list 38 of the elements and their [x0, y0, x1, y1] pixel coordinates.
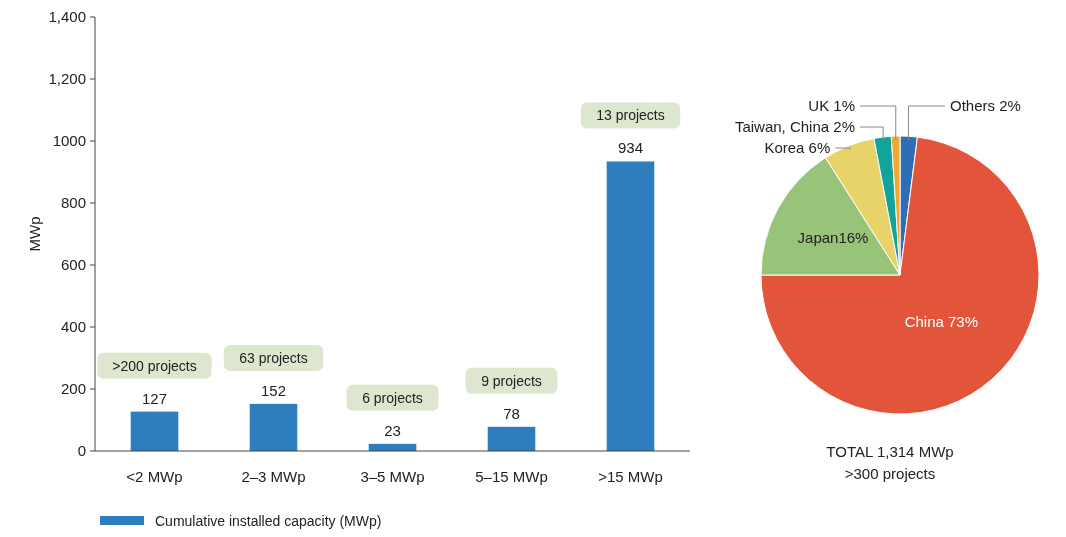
y-tick-label: 400: [60, 318, 86, 335]
y-tick-label: 1,400: [48, 8, 86, 25]
slice-label: Japan16%: [797, 229, 869, 247]
annotation: >200 projects: [112, 357, 197, 374]
data-label: 78: [503, 404, 520, 422]
bar: [487, 426, 536, 451]
y-tick-label: 800: [60, 194, 86, 211]
bar: [606, 161, 655, 451]
y-axis-title: MWp: [26, 216, 43, 252]
y-tick-label: 1,200: [48, 70, 86, 87]
x-tick-label: >15 MWp: [598, 468, 663, 485]
slice-label: UK 1%: [808, 97, 855, 114]
data-label: 23: [384, 421, 401, 439]
x-tick-label: 5–15 MWp: [475, 468, 548, 485]
annotation: 13 projects: [596, 107, 665, 124]
data-label: 152: [260, 381, 287, 399]
annotation: 6 projects: [362, 389, 423, 406]
data-label: 127: [141, 389, 168, 407]
legend-label: Cumulative installed capacity (MWp): [155, 513, 382, 529]
annotation: 63 projects: [239, 349, 308, 366]
slice-label: Taiwan, China 2%: [734, 118, 855, 135]
bar: [130, 411, 179, 451]
slice-label: Korea 6%: [764, 139, 831, 156]
pie-slice: [760, 136, 1040, 415]
annotation: 9 projects: [481, 372, 542, 389]
slice-label: China 73%: [904, 312, 979, 330]
x-tick-label: 2–3 MWp: [241, 468, 306, 485]
y-tick-label: 0: [77, 442, 86, 459]
text: TOTAL 1,314 MWp: [826, 443, 954, 460]
x-tick-label: <2 MWp: [126, 468, 183, 485]
data-label: 934: [617, 139, 644, 157]
y-tick-label: 200: [60, 380, 86, 397]
bar: [249, 403, 298, 451]
y-tick-label: 1000: [52, 132, 86, 149]
text: >300 projects: [844, 465, 936, 482]
x-tick-label: 3–5 MWp: [360, 468, 425, 485]
y-tick-label: 600: [60, 256, 86, 273]
slice-label: Others 2%: [950, 97, 1021, 114]
